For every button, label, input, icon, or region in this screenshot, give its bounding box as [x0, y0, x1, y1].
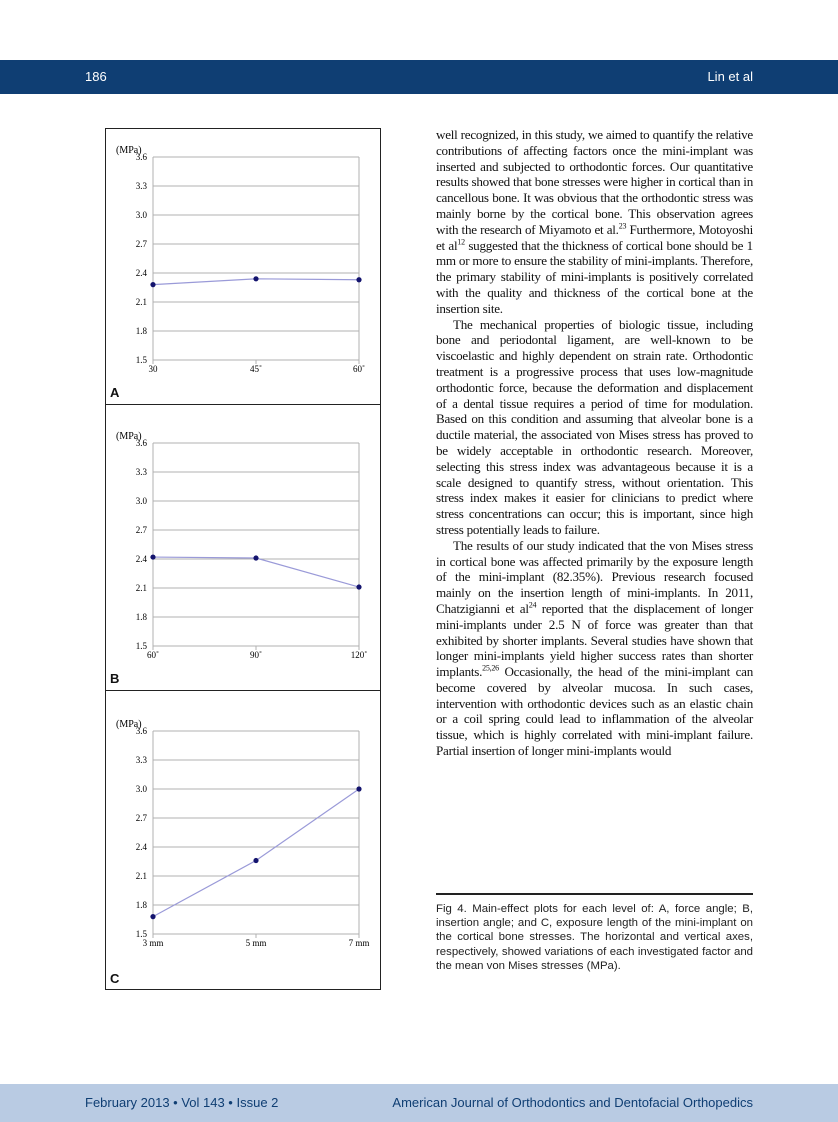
y-axis-label: (MPa) — [116, 145, 142, 156]
running-head-authors: Lin et al — [707, 69, 753, 84]
chart-a-svg: (MPa)3.6 3.3 3.0 2.7 2.4 2.1 1.8 1.530 45˚ 60˚ — [116, 145, 365, 374]
chart-c-svg: (MPa)3.6 3.3 3.0 2.7 2.4 2.1 1.8 1.53 mm 5 mm 7 m… — [116, 719, 370, 948]
y-tick-label: 2.4 — [136, 268, 148, 278]
y-tick-label: 1.5 — [136, 641, 148, 651]
x-tick-label: 30 — [149, 364, 159, 374]
y-tick-label: 3.6 — [136, 152, 148, 162]
y-tick-label: 3.0 — [136, 496, 148, 506]
x-tick-label: 120˚ — [351, 650, 368, 660]
reference-23[interactable]: 23 — [618, 221, 627, 231]
y-tick-label: 1.8 — [136, 326, 148, 336]
x-tick-label: 45˚ — [250, 364, 262, 374]
reference-24[interactable]: 24 — [528, 600, 537, 610]
y-tick-label: 2.1 — [136, 583, 147, 593]
y-tick-label: 3.6 — [136, 438, 148, 448]
data-point — [150, 554, 156, 560]
figure-caption: Fig 4. Main-effect plots for each level … — [436, 893, 753, 973]
chart-panel-a: (MPa) 3.6 3.3 3.0 2.7 2.4 2.1 1.8 1.5 30 45˚ 60˚ A — [106, 129, 380, 405]
body-text: well recognized, in this study, we aimed… — [436, 127, 753, 759]
y-tick-label: 3.6 — [136, 726, 148, 736]
y-tick-label: 3.0 — [136, 210, 148, 220]
page-footer: February 2013 • Vol 143 • Issue 2 Americ… — [0, 1084, 838, 1122]
x-tick-label: 60˚ — [147, 650, 159, 660]
page-number: 186 — [85, 69, 107, 84]
data-point — [356, 584, 362, 590]
data-point — [253, 555, 259, 561]
y-tick-label: 3.3 — [136, 181, 148, 191]
y-tick-label: 3.3 — [136, 467, 148, 477]
y-tick-label: 3.0 — [136, 784, 148, 794]
panel-label-c: C — [110, 971, 120, 986]
x-tick-label: 90˚ — [250, 650, 262, 660]
data-point — [150, 282, 156, 288]
y-axis-label: (MPa) — [116, 719, 142, 730]
series-line — [152, 556, 360, 588]
series-line — [152, 788, 360, 918]
panel-label-a: A — [110, 385, 120, 400]
x-tick-label: 7 mm — [349, 938, 370, 948]
paragraph-3: The results of our study indicated that … — [436, 538, 753, 759]
text-run: Occasionally, the head of the mini-impla… — [436, 664, 753, 759]
data-point — [356, 277, 362, 283]
text-run: well recognized, in this study, we aimed… — [436, 127, 753, 237]
chart-panel-b: (MPa) 3.6 3.3 3.0 2.7 2.4 2.1 1.8 1.5 60˚ 90˚ 120˚ B — [106, 405, 380, 691]
y-tick-label: 2.7 — [136, 239, 148, 249]
data-point — [253, 857, 259, 864]
chart-panel-c: (MPa) 3.6 3.3 3.0 2.7 2.4 2.1 1.8 1.5 3 mm 5 mm 7 m… — [106, 691, 380, 989]
y-tick-label: 2.4 — [136, 842, 148, 852]
y-tick-label: 1.5 — [136, 929, 148, 939]
y-axis-label: (MPa) — [116, 431, 142, 442]
issue-info: February 2013 • Vol 143 • Issue 2 — [85, 1095, 279, 1110]
y-tick-label: 1.8 — [136, 900, 148, 910]
y-tick-label: 2.7 — [136, 813, 148, 823]
reference-25-26[interactable]: 25,26 — [482, 663, 499, 673]
data-point — [150, 914, 156, 920]
text-run: The results of our study indicated that … — [436, 537, 753, 616]
panel-label-b: B — [110, 671, 120, 686]
paragraph-1: well recognized, in this study, we aimed… — [436, 127, 753, 317]
text-run: reported that the displacement of longer… — [436, 600, 753, 680]
data-point — [253, 276, 259, 282]
chart-b-svg: (MPa)3.6 3.3 3.0 2.7 2.4 2.1 1.8 1.560˚ 90˚ 120˚ — [116, 431, 368, 660]
data-point — [356, 786, 362, 792]
y-tick-label: 3.3 — [136, 755, 148, 765]
paragraph-2: The mechanical properties of biologic ti… — [436, 316, 753, 537]
reference-12[interactable]: 12 — [457, 237, 465, 247]
y-tick-label: 2.1 — [136, 297, 147, 307]
x-tick-label: 3 mm — [143, 938, 164, 948]
x-tick-label: 60˚ — [353, 364, 365, 374]
y-tick-label: 2.1 — [136, 871, 147, 881]
x-tick-label: 5 mm — [246, 938, 267, 948]
page-header: 186 Lin et al — [0, 60, 838, 94]
text-run: suggested that the thickness of cortical… — [436, 237, 753, 316]
y-tick-label: 1.8 — [136, 612, 148, 622]
y-tick-label: 1.5 — [136, 355, 148, 365]
y-tick-label: 2.4 — [136, 554, 148, 564]
figure-4: (MPa) 3.6 3.3 3.0 2.7 2.4 2.1 1.8 1.5 30 45˚ 60˚ A (… — [105, 128, 381, 990]
y-tick-label: 2.7 — [136, 525, 148, 535]
text-run: Furthermore, Motoyoshi et al — [436, 221, 753, 253]
journal-name: American Journal of Orthodontics and Den… — [392, 1095, 753, 1110]
